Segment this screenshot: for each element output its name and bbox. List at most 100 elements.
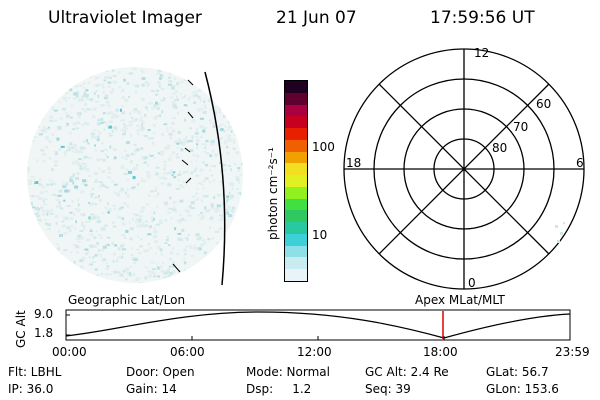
speckle-pixel (37, 125, 40, 128)
speckle-pixel (155, 166, 160, 169)
speckle-pixel (122, 248, 127, 251)
speckle-pixel (166, 144, 171, 147)
speckle-pixel (78, 237, 82, 240)
speckle-pixel (173, 99, 178, 102)
colorbar-segment (285, 257, 307, 270)
speckle-pixel (137, 132, 140, 136)
speckle-pixel (80, 167, 84, 170)
speckle-pixel (155, 101, 158, 105)
speckle-pixel (169, 169, 173, 173)
speckle-pixel (121, 189, 125, 192)
speckle-pixel (89, 230, 93, 232)
speckle-pixel (167, 183, 172, 187)
speckle-pixel (153, 116, 158, 120)
speckle-pixel (218, 227, 223, 231)
speckle-pixel (161, 176, 166, 180)
speckle-pixel (128, 120, 133, 123)
speckle-pixel (106, 75, 111, 79)
speckle-pixel (169, 136, 173, 140)
speckle-pixel (144, 249, 149, 252)
speckle-pixel (151, 141, 155, 145)
speckle-pixel (57, 127, 62, 130)
speckle-pixel (156, 93, 159, 97)
speckle-pixel (188, 245, 192, 248)
speckle-pixel (77, 198, 80, 202)
speckle-pixel (53, 109, 58, 112)
speckle-pixel (172, 270, 176, 274)
speckle-pixel (103, 79, 106, 82)
speckle-pixel (209, 226, 211, 230)
speckle-pixel (159, 248, 163, 252)
instrument-title: Ultraviolet Imager (48, 8, 202, 28)
speckle-pixel (118, 190, 122, 193)
speckle-pixel (219, 180, 224, 183)
polar-lat-70: 70 (513, 120, 529, 134)
speckle-pixel (166, 130, 169, 133)
speckle-pixel (218, 125, 222, 128)
speckle-pixel (46, 183, 50, 186)
speckle-pixel (183, 257, 186, 260)
speckle-pixel (73, 260, 76, 264)
polar-label-12: 12 (474, 46, 490, 60)
speckle-pixel (147, 129, 151, 131)
speckle-pixel (103, 148, 106, 151)
speckle-pixel (113, 157, 117, 160)
speckle-pixel (193, 169, 197, 173)
speckle-pixel (210, 165, 215, 168)
speckle-pixel (107, 85, 111, 88)
speckle-pixel (120, 129, 125, 132)
speckle-pixel (123, 173, 128, 175)
colorbar-segment (285, 186, 307, 199)
speckle-pixel (104, 207, 108, 209)
speckle-pixel (135, 258, 139, 262)
speckle-pixel (212, 149, 215, 153)
speckle-pixel (147, 194, 150, 197)
polar-plot (343, 48, 585, 290)
speckle-pixel (124, 157, 128, 160)
speckle-pixel (202, 194, 205, 198)
speckle-pixel (98, 234, 102, 237)
speckle-pixel (195, 159, 198, 162)
speckle-pixel (161, 110, 164, 114)
speckle-pixel (191, 91, 195, 94)
speckle-pixel (101, 86, 105, 89)
speckle-pixel (179, 238, 183, 242)
speckle-pixel (69, 132, 72, 135)
speckle-pixel (130, 247, 133, 250)
speckle-pixel (207, 209, 210, 212)
speckle-pixel (176, 111, 179, 115)
speckle-pixel (81, 97, 85, 101)
speckle-pixel (133, 167, 138, 170)
speckle-pixel (196, 238, 201, 241)
speckle-pixel (143, 224, 147, 226)
speckle-pixel (216, 193, 221, 197)
speckle-pixel (81, 108, 84, 111)
speckle-pixel (170, 86, 175, 90)
speckle-pixel (178, 220, 182, 224)
speckle-pixel (127, 271, 130, 274)
speckle-pixel (163, 172, 167, 175)
speckle-pixel (69, 88, 73, 92)
speckle-pixel (75, 127, 79, 130)
speckle-pixel (158, 176, 163, 179)
speckle-pixel (81, 225, 86, 228)
speckle-pixel (83, 140, 86, 143)
speckle-pixel (169, 271, 174, 275)
speckle-pixel (167, 76, 171, 79)
speckle-pixel (39, 191, 44, 195)
speckle-pixel (218, 141, 222, 144)
speckle-pixel (75, 176, 80, 180)
speckle-pixel (124, 191, 127, 194)
speckle-pixel (36, 214, 41, 218)
speckle-pixel (73, 213, 75, 217)
speckle-pixel (131, 116, 133, 119)
speckle-pixel (226, 146, 229, 149)
speckle-pixel (94, 268, 98, 271)
speckle-pixel (180, 217, 184, 221)
speckle-pixel (38, 183, 43, 186)
speckle-pixel (177, 237, 181, 241)
speckle-pixel (226, 134, 231, 137)
speckle-pixel (160, 88, 165, 90)
speckle-pixel (80, 213, 83, 215)
speckle-pixel (169, 258, 172, 261)
